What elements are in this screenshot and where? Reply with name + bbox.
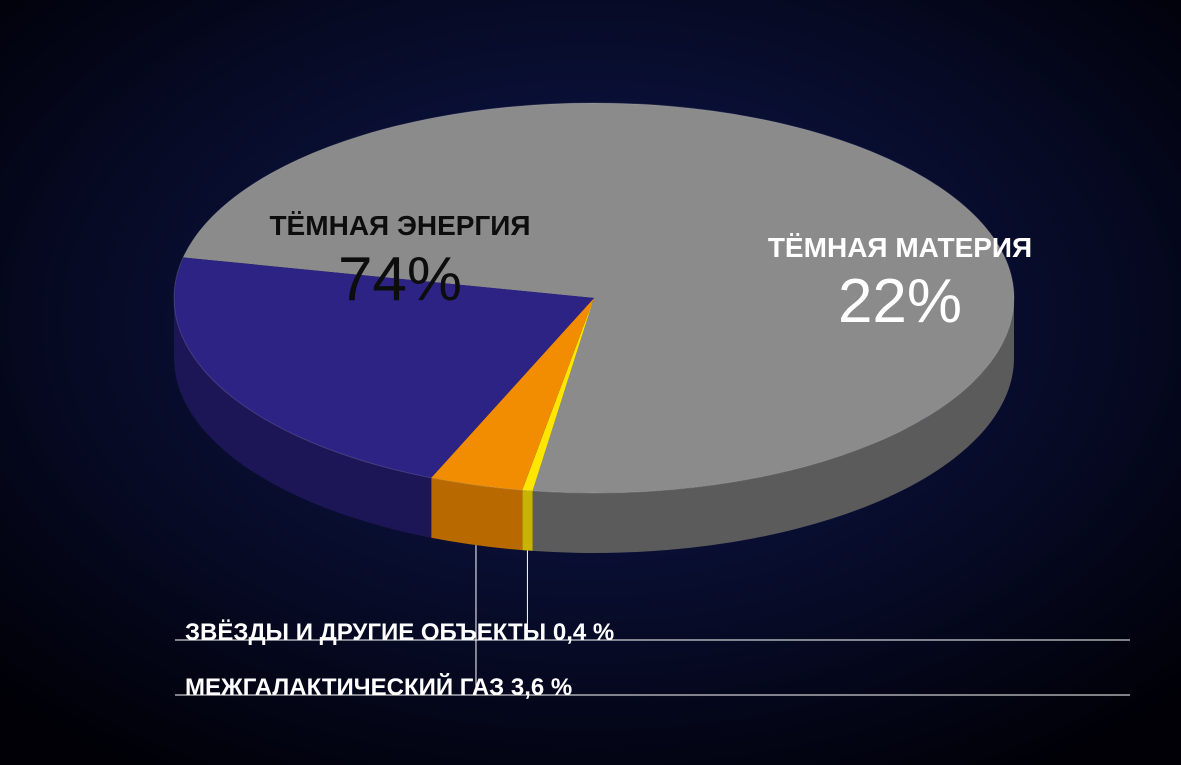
pie-chart: ТЁМНАЯ ЭНЕРГИЯ 74% ЗВЁЗДЫ И ДРУГИЕ ОБЪЕКТЫ… (0, 0, 1181, 765)
label-dark-matter: ТЁМНАЯ МАТЕРИЯ (768, 232, 1032, 263)
value-dark-matter: 22% (838, 267, 962, 336)
label-dark-energy: ТЁМНАЯ ЭНЕРГИЯ (269, 210, 530, 241)
label-gas: МЕЖГАЛАКТИЧЕСКИЙ ГАЗ 3,6 % (185, 673, 572, 701)
value-dark-energy: 74% (338, 245, 462, 314)
label-stars: ЗВЁЗДЫ И ДРУГИЕ ОБЪЕКТЫ 0,4 % (185, 619, 614, 646)
slice-stars-side (522, 490, 532, 551)
